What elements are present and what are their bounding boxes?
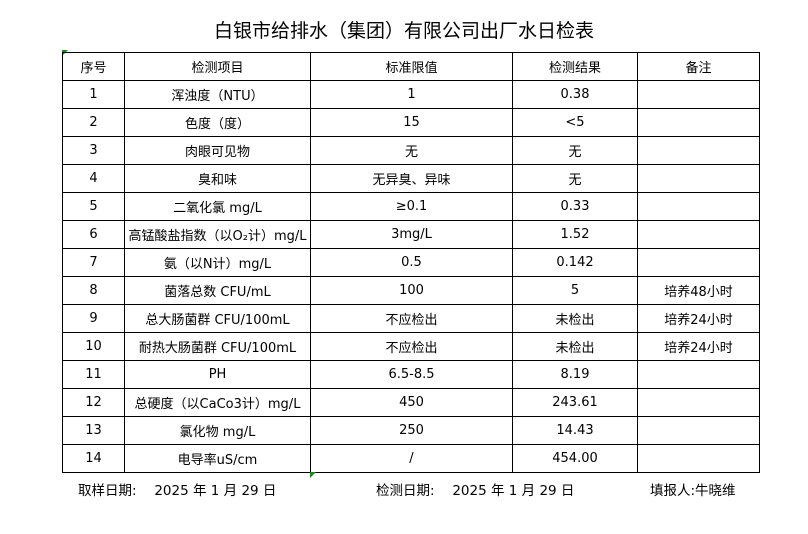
- table-row: 8 菌落总数 CFU/mL 100 5 培养48小时: [62, 276, 760, 305]
- table-cell[interactable]: [637, 444, 760, 473]
- page-title: 白银市给排水（集团）有限公司出厂水日检表: [213, 20, 594, 42]
- table-cell[interactable]: 0.38: [512, 80, 638, 109]
- table-cell[interactable]: 14.43: [512, 416, 638, 445]
- table-cell[interactable]: 无: [512, 136, 638, 165]
- table-cell[interactable]: 8.19: [512, 360, 638, 389]
- table-cell[interactable]: 7: [62, 248, 125, 277]
- table-cell[interactable]: 1: [310, 80, 513, 109]
- table-cell[interactable]: 培养24小时: [637, 332, 760, 361]
- table-cell[interactable]: 色度（度）: [124, 108, 311, 137]
- table-cell[interactable]: 未检出: [512, 304, 638, 333]
- table-cell[interactable]: 总大肠菌群 CFU/100mL: [124, 304, 311, 333]
- table-cell[interactable]: 检测结果: [512, 52, 638, 81]
- table-cell[interactable]: 序号: [62, 52, 125, 81]
- table-cell[interactable]: 未检出: [512, 332, 638, 361]
- table-cell[interactable]: [637, 248, 760, 277]
- table-cell[interactable]: 12: [62, 388, 125, 417]
- table-cell[interactable]: [637, 108, 760, 137]
- table-cell[interactable]: 11: [62, 360, 125, 389]
- table-cell[interactable]: 肉眼可见物: [124, 136, 311, 165]
- table-cell[interactable]: [637, 80, 760, 109]
- table-row: 12 总硬度（以CaCo3计）mg/L 450 243.61: [62, 388, 760, 417]
- table-cell[interactable]: 14: [62, 444, 125, 473]
- table-row: 6 高锰酸盐指数（以O₂计）mg/L 3mg/L 1.52: [62, 220, 760, 249]
- table-cell[interactable]: /: [310, 444, 513, 473]
- table-cell[interactable]: PH: [124, 360, 311, 389]
- table-cell[interactable]: [637, 136, 760, 165]
- table-row: 1 浑浊度（NTU） 1 0.38: [62, 80, 760, 109]
- table-row: 5 二氧化氯 mg/L ≥0.1 0.33: [62, 192, 760, 221]
- table-cell[interactable]: 不应检出: [310, 304, 513, 333]
- table-cell[interactable]: 耐热大肠菌群 CFU/100mL: [124, 332, 311, 361]
- table-cell[interactable]: 1.52: [512, 220, 638, 249]
- table-cell[interactable]: <5: [512, 108, 638, 137]
- table-cell[interactable]: 6: [62, 220, 125, 249]
- table-cell[interactable]: ≥0.1: [310, 192, 513, 221]
- table-row: 7 氨（以N计）mg/L 0.5 0.142: [62, 248, 760, 277]
- table-cell[interactable]: 454.00: [512, 444, 638, 473]
- table-cell[interactable]: 0.33: [512, 192, 638, 221]
- table-cell[interactable]: [637, 192, 760, 221]
- table-cell[interactable]: 培养24小时: [637, 304, 760, 333]
- table-row: 9 总大肠菌群 CFU/100mL 不应检出 未检出 培养24小时: [62, 304, 760, 333]
- table-cell[interactable]: 氯化物 mg/L: [124, 416, 311, 445]
- table-cell[interactable]: 243.61: [512, 388, 638, 417]
- table-cell[interactable]: 标准限值: [310, 52, 513, 81]
- table-row: 3 肉眼可见物无无: [62, 136, 760, 165]
- table-row: 11 PH 6.5-8.5 8.19: [62, 360, 760, 389]
- header-row: 序号 检测项目 标准限值 检测结果 备注: [62, 52, 760, 81]
- table-cell[interactable]: 4: [62, 164, 125, 193]
- table-cell[interactable]: 1: [62, 80, 125, 109]
- test-date: 检测日期: 2025 年 1 月 29 日: [376, 483, 575, 499]
- table-cell[interactable]: 氨（以N计）mg/L: [124, 248, 311, 277]
- table-cell[interactable]: 0.5: [310, 248, 513, 277]
- reporter: 填报人:牛晓维: [650, 483, 736, 499]
- table-cell[interactable]: [637, 416, 760, 445]
- table-cell[interactable]: 3mg/L: [310, 220, 513, 249]
- table-cell[interactable]: 6.5-8.5: [310, 360, 513, 389]
- table-cell[interactable]: 浑浊度（NTU）: [124, 80, 311, 109]
- table-cell[interactable]: 0.142: [512, 248, 638, 277]
- table-cell[interactable]: 不应检出: [310, 332, 513, 361]
- table-cell[interactable]: [637, 220, 760, 249]
- table-cell[interactable]: 检测项目: [124, 52, 311, 81]
- table-cell[interactable]: 备注: [637, 52, 760, 81]
- table-cell[interactable]: 5: [512, 276, 638, 305]
- table-cell[interactable]: 100: [310, 276, 513, 305]
- table-cell[interactable]: 二氧化氯 mg/L: [124, 192, 311, 221]
- table-cell[interactable]: 10: [62, 332, 125, 361]
- table-cell[interactable]: 3: [62, 136, 125, 165]
- table-row: 13 氯化物 mg/L 250 14.43: [62, 416, 760, 445]
- table-cell[interactable]: [637, 164, 760, 193]
- table-cell[interactable]: 15: [310, 108, 513, 137]
- table-cell[interactable]: 450: [310, 388, 513, 417]
- inspection-table: 序号 检测项目 标准限值 检测结果 备注 1 浑浊度（NTU） 1 0.38 2 色度（度） 15 <5…: [62, 52, 760, 473]
- table-cell[interactable]: 无: [512, 164, 638, 193]
- table-cell[interactable]: 臭和味: [124, 164, 311, 193]
- table-cell[interactable]: 电导率uS/cm: [124, 444, 311, 473]
- table-row: 10 耐热大肠菌群 CFU/100mL 不应检出 未检出 培养24小时: [62, 332, 760, 361]
- table-row: 2 色度（度） 15 <5: [62, 108, 760, 137]
- table-cell[interactable]: [637, 360, 760, 389]
- table-cell[interactable]: 8: [62, 276, 125, 305]
- table-cell[interactable]: 培养48小时: [637, 276, 760, 305]
- table-row: 4 臭和味 无异臭、异味无: [62, 164, 760, 193]
- table-cell[interactable]: 高锰酸盐指数（以O₂计）mg/L: [124, 220, 311, 249]
- table-row: 14 电导率uS/cm/454.00: [62, 444, 760, 473]
- table-cell[interactable]: [637, 388, 760, 417]
- table-cell[interactable]: 9: [62, 304, 125, 333]
- table-cell[interactable]: 250: [310, 416, 513, 445]
- table-cell[interactable]: 无异臭、异味: [310, 164, 513, 193]
- table-cell[interactable]: 总硬度（以CaCo3计）mg/L: [124, 388, 311, 417]
- table-cell[interactable]: 无: [310, 136, 513, 165]
- table-cell[interactable]: 5: [62, 192, 125, 221]
- cell-comment-marker: [310, 472, 316, 478]
- table-cell[interactable]: 13: [62, 416, 125, 445]
- sample-date: 取样日期: 2025 年 1 月 29 日: [78, 483, 277, 499]
- table-cell[interactable]: 2: [62, 108, 125, 137]
- table-cell[interactable]: 菌落总数 CFU/mL: [124, 276, 311, 305]
